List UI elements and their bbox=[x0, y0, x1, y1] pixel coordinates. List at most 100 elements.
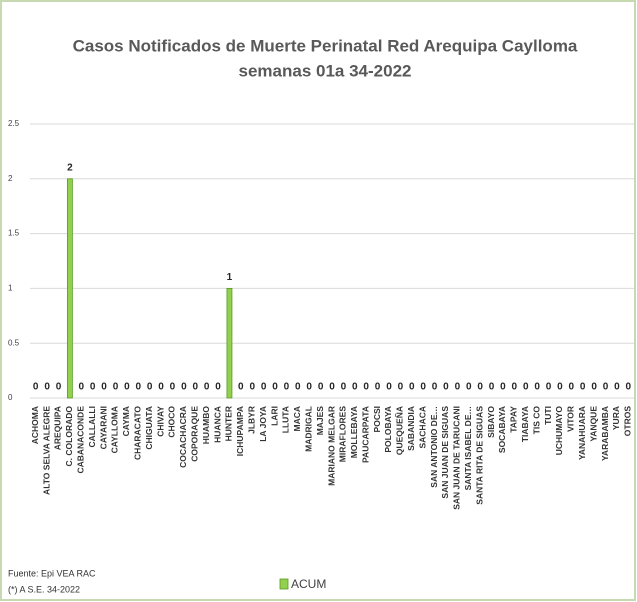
x-tick-label: UCHUMAYO bbox=[554, 406, 564, 456]
data-label: 0 bbox=[147, 382, 153, 393]
x-tick-label: OTROS bbox=[623, 406, 633, 437]
x-tick-label: JLBYR bbox=[246, 406, 256, 434]
data-label: 0 bbox=[318, 382, 324, 393]
x-tick-label: CHOCO bbox=[167, 406, 177, 438]
data-label: 0 bbox=[455, 382, 461, 393]
data-label: 0 bbox=[101, 382, 107, 393]
chart-subtitle: semanas 01a 34-2022 bbox=[239, 61, 412, 80]
data-label: 0 bbox=[614, 382, 620, 393]
x-tick-label: MOLLEBAYA bbox=[349, 406, 359, 458]
data-label: 0 bbox=[443, 382, 449, 393]
y-tick-label: 2.5 bbox=[8, 119, 20, 128]
x-tick-label: MIRAFLORES bbox=[338, 406, 348, 463]
data-label: 0 bbox=[204, 382, 210, 393]
data-label: 0 bbox=[329, 382, 335, 393]
data-label: 0 bbox=[557, 382, 563, 393]
x-tick-label: CHIGUATA bbox=[144, 406, 154, 450]
data-label: 0 bbox=[79, 382, 85, 393]
x-tick-label: CAYLLOMA bbox=[110, 406, 120, 453]
x-tick-label: TAPAY bbox=[509, 406, 519, 433]
x-tick-label: SAN ANTONIO DE… bbox=[429, 406, 439, 488]
y-tick-label: 1 bbox=[8, 284, 13, 293]
x-tick-label: ICHUPAMPA bbox=[235, 406, 245, 456]
data-label: 2 bbox=[67, 162, 73, 173]
x-tick-label: CALLALLI bbox=[87, 406, 97, 448]
x-tick-label: ACHOMA bbox=[30, 406, 40, 444]
x-tick-label: VITOR bbox=[566, 406, 576, 432]
data-label: 0 bbox=[466, 382, 472, 393]
x-tick-label: ALTO SELVA ALEGRE bbox=[41, 406, 51, 495]
x-tick-label: YURA bbox=[611, 406, 621, 430]
data-label: 0 bbox=[272, 382, 278, 393]
data-label: 0 bbox=[170, 382, 176, 393]
x-tick-label: SANTA RITA DE SIGUAS bbox=[474, 406, 484, 505]
x-tick-label: C. COLORADO bbox=[64, 406, 74, 467]
data-label: 0 bbox=[489, 382, 495, 393]
data-label: 0 bbox=[569, 382, 575, 393]
x-tick-label: COPORAQUE bbox=[189, 406, 199, 462]
x-tick-label: CAYARANI bbox=[98, 406, 108, 449]
y-tick-label: 2 bbox=[8, 174, 13, 183]
data-label: 0 bbox=[306, 382, 312, 393]
data-label: 0 bbox=[181, 382, 187, 393]
x-tick-label: SACHACA bbox=[417, 406, 427, 449]
x-tick-label: COCACHACRA bbox=[178, 406, 188, 468]
data-label: 0 bbox=[341, 382, 347, 393]
x-tick-label: MADRIGAL bbox=[303, 406, 313, 452]
data-label: 0 bbox=[192, 382, 198, 393]
x-tick-label: LA JOYA bbox=[258, 406, 268, 442]
x-tick-label: QUEQUEÑA bbox=[395, 406, 405, 455]
data-label: 0 bbox=[261, 382, 267, 393]
data-label: 0 bbox=[398, 382, 404, 393]
y-tick-label: 0 bbox=[8, 393, 13, 402]
bar bbox=[226, 287, 233, 399]
data-label: 0 bbox=[56, 382, 62, 393]
data-label: 0 bbox=[626, 382, 632, 393]
x-tick-label: LLUTA bbox=[281, 406, 291, 433]
data-label: 0 bbox=[512, 382, 518, 393]
x-tick-label: TIABAYA bbox=[520, 406, 530, 442]
data-label: 0 bbox=[580, 382, 586, 393]
data-label: 0 bbox=[158, 382, 164, 393]
chart-title: Casos Notificados de Muerte Perinatal Re… bbox=[73, 36, 578, 55]
data-label: 0 bbox=[135, 382, 141, 393]
x-tick-label: HUANCA bbox=[212, 406, 222, 443]
x-tick-label: POLOBAYA bbox=[383, 406, 393, 453]
x-tick-label: TUTI bbox=[543, 406, 553, 425]
x-tick-label: SAN JUAN DE SIGUAS bbox=[440, 406, 450, 499]
y-tick-label: 1.5 bbox=[8, 229, 20, 238]
data-label: 0 bbox=[477, 382, 483, 393]
x-tick-label: SIBAYO bbox=[486, 406, 496, 438]
x-tick-label: HUNTER bbox=[224, 406, 234, 441]
legend-swatch bbox=[279, 578, 289, 590]
data-label: 0 bbox=[215, 382, 221, 393]
x-tick-label: YANQUE bbox=[588, 406, 598, 442]
x-tick-label: CABANACONDE bbox=[76, 406, 86, 474]
x-tick-label: TIS CO bbox=[531, 406, 541, 435]
data-label: 0 bbox=[500, 382, 506, 393]
x-tick-label: LARI bbox=[269, 406, 279, 426]
x-tick-label: AREQUIPA bbox=[53, 406, 63, 450]
x-tick-label: YARABAMBA bbox=[600, 406, 610, 461]
data-label: 0 bbox=[523, 382, 529, 393]
data-label: 0 bbox=[375, 382, 381, 393]
data-label: 0 bbox=[124, 382, 130, 393]
data-label: 1 bbox=[227, 272, 233, 283]
x-tick-label: MAJES bbox=[315, 406, 325, 436]
data-label: 0 bbox=[386, 382, 392, 393]
source-note: Fuente: Epi VEA RAC bbox=[8, 568, 96, 578]
x-tick-label: SANTA ISABEL DE… bbox=[463, 406, 473, 490]
x-tick-label: YANAHUARA bbox=[577, 406, 587, 460]
data-label: 0 bbox=[603, 382, 609, 393]
data-label: 0 bbox=[409, 382, 415, 393]
data-label: 0 bbox=[284, 382, 290, 393]
data-label: 0 bbox=[352, 382, 358, 393]
x-tick-label: SABANDIA bbox=[406, 406, 416, 451]
x-tick-label: HUAMBO bbox=[201, 406, 211, 445]
data-label: 0 bbox=[591, 382, 597, 393]
bar bbox=[66, 178, 73, 399]
data-label: 0 bbox=[432, 382, 438, 393]
data-label: 0 bbox=[113, 382, 119, 393]
